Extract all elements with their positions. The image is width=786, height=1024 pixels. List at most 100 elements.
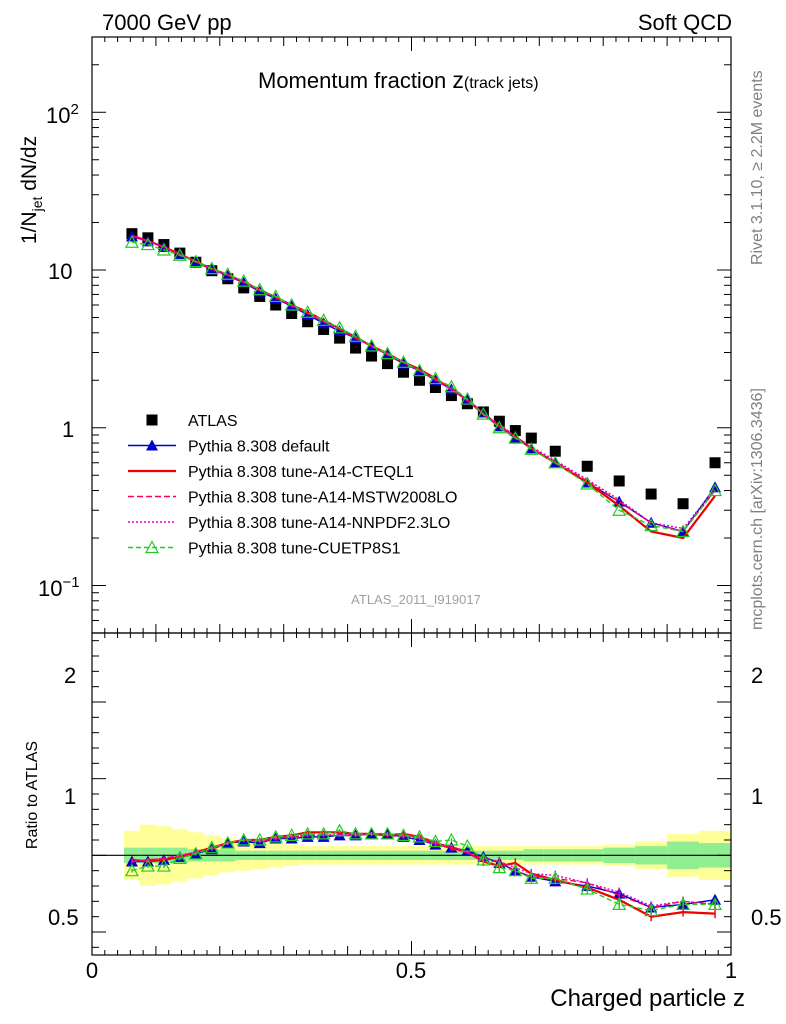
data-point-cuetp8 xyxy=(220,835,235,849)
series-cuetp8-ratio xyxy=(124,823,723,917)
data-point-atlas xyxy=(302,316,314,328)
uncertainty-bands xyxy=(123,824,731,886)
data-point-cuetp8 xyxy=(676,524,691,538)
data-point-cuetp8 xyxy=(708,897,723,910)
data-point-atlas xyxy=(318,323,330,335)
series-line-nnpdf xyxy=(131,235,716,530)
series-line-cuetp8 xyxy=(131,830,715,912)
data-point-cuetp8 xyxy=(188,846,203,860)
data-point-atlas xyxy=(238,282,250,294)
data-point-cuetp8 xyxy=(396,355,411,368)
data-point-cuetp8 xyxy=(156,242,171,256)
y-tick-label-10: 10 xyxy=(48,259,72,284)
x-axis-label: Charged particle z xyxy=(550,985,745,1012)
data-point-atlas xyxy=(334,332,346,344)
legend-label-default: Pythia 8.308 default xyxy=(188,439,330,456)
data-point-atlas xyxy=(413,374,425,386)
data-point-atlas xyxy=(366,350,378,362)
legend-label-nnpdf: Pythia 8.308 tune-A14-NNPDF2.3LO xyxy=(188,515,450,532)
ratio-y-tick-label-0.5: 0.5 xyxy=(48,905,79,930)
legend-marker-atlas xyxy=(146,414,158,426)
series-line-cuetp8 xyxy=(131,241,716,533)
data-point-cuetp8 xyxy=(508,863,523,877)
ratio-panel-frame xyxy=(91,632,732,956)
data-point-atlas xyxy=(350,342,362,354)
side-label-rivet: Rivet 3.1.10, ≥ 2.2M events xyxy=(749,70,766,265)
data-point-cuetp8 xyxy=(644,518,659,532)
legend-item-cuetp8: Pythia 8.308 tune-CUETP8S1 xyxy=(128,540,401,558)
data-point-cuetp8 xyxy=(236,832,251,846)
data-point-atlas xyxy=(549,445,561,457)
chart-title-z: z xyxy=(452,67,464,93)
series-nnpdf xyxy=(131,235,716,530)
data-point-cuetp8 xyxy=(332,823,347,837)
header-left: 7000 GeV pp xyxy=(102,10,232,35)
series-cuetp8 xyxy=(124,234,723,538)
legend-item-atlas: ATLAS xyxy=(146,413,238,430)
data-point-cuetp8 xyxy=(332,320,347,334)
data-point-atlas xyxy=(398,366,410,378)
ratio-y-axis-label: Ratio to ATLAS xyxy=(24,741,41,849)
data-point-atlas xyxy=(270,299,282,311)
data-point-cuetp8 xyxy=(412,829,427,843)
legend: ATLAS Pythia 8.308 default Pythia 8.308 tu… xyxy=(128,413,457,558)
data-point-cuetp8 xyxy=(348,826,363,840)
data-point-cuetp8 xyxy=(204,840,219,854)
ratio-y-tick-label-1: 1 xyxy=(64,784,76,809)
data-point-cuetp8 xyxy=(348,329,363,342)
data-point-cuetp8 xyxy=(492,860,507,874)
data-point-cuetp8 xyxy=(492,420,507,434)
data-point-cuetp8 xyxy=(252,282,267,296)
data-point-cuetp8 xyxy=(300,304,315,318)
analysis-watermark: ATLAS_2011_I919017 xyxy=(351,592,481,607)
data-point-cuetp8 xyxy=(140,858,155,872)
data-point-cuetp8 xyxy=(220,267,235,280)
legend-item-nnpdf: Pythia 8.308 tune-A14-NNPDF2.3LO xyxy=(128,515,450,532)
data-point-cuetp8 xyxy=(524,871,539,884)
data-point-atlas xyxy=(613,475,625,487)
ratio-y-tick-label-2-right: 2 xyxy=(751,663,763,688)
data-point-cuetp8 xyxy=(476,852,491,866)
legend-label-mstw: Pythia 8.308 tune-A14-MSTW2008LO xyxy=(188,490,457,507)
data-point-cuetp8 xyxy=(524,442,539,455)
data-point-cuetp8 xyxy=(580,881,595,895)
data-point-cuetp8 xyxy=(268,289,283,303)
data-point-atlas xyxy=(286,308,298,320)
chart-title: Momentum fraction z(track jets) xyxy=(258,67,539,93)
ratio-y-tick-label-1-right: 1 xyxy=(751,784,763,809)
legend-label-atlas: ATLAS xyxy=(188,413,238,430)
data-point-atlas xyxy=(525,432,537,444)
legend-item-mstw: Pythia 8.308 tune-A14-MSTW2008LO xyxy=(128,490,457,507)
data-point-cuetp8 xyxy=(156,858,171,872)
data-point-cuetp8 xyxy=(548,455,563,469)
legend-label-cuetp8: Pythia 8.308 tune-CUETP8S1 xyxy=(188,541,401,558)
data-point-cuetp8 xyxy=(708,483,723,497)
data-point-cuetp8 xyxy=(580,476,595,490)
data-point-atlas xyxy=(382,358,394,370)
series-layer xyxy=(124,228,723,922)
legend-marker-cuetp8 xyxy=(144,540,160,554)
y-tick-label-1: 1 xyxy=(62,417,74,442)
data-point-cuetp8 xyxy=(172,248,187,261)
x-tick-label-0: 0 xyxy=(86,958,98,983)
legend-label-cteq: Pythia 8.308 tune-A14-CTEQL1 xyxy=(188,464,414,481)
data-point-cuetp8 xyxy=(364,826,379,840)
ratio-y-tick-label-0.5-right: 0.5 xyxy=(751,905,782,930)
data-point-cuetp8 xyxy=(548,871,563,884)
data-point-cuetp8 xyxy=(284,828,299,841)
legend-marker-default xyxy=(146,439,158,451)
x-tick-label-1: 1 xyxy=(725,958,737,983)
data-point-cuetp8 xyxy=(460,391,475,405)
data-point-atlas xyxy=(645,488,657,500)
data-point-cuetp8 xyxy=(124,234,139,248)
data-point-cuetp8 xyxy=(396,828,411,841)
data-point-cuetp8 xyxy=(204,261,219,275)
data-point-cuetp8 xyxy=(428,371,443,385)
data-point-cuetp8 xyxy=(476,406,491,420)
y-axis-label-main: 1/N xyxy=(18,211,41,244)
y-axis-label: 1/Njet dN/dz xyxy=(18,136,45,244)
data-point-atlas xyxy=(445,390,457,402)
data-point-cuetp8 xyxy=(268,829,283,843)
header-right: Soft QCD xyxy=(638,10,732,35)
